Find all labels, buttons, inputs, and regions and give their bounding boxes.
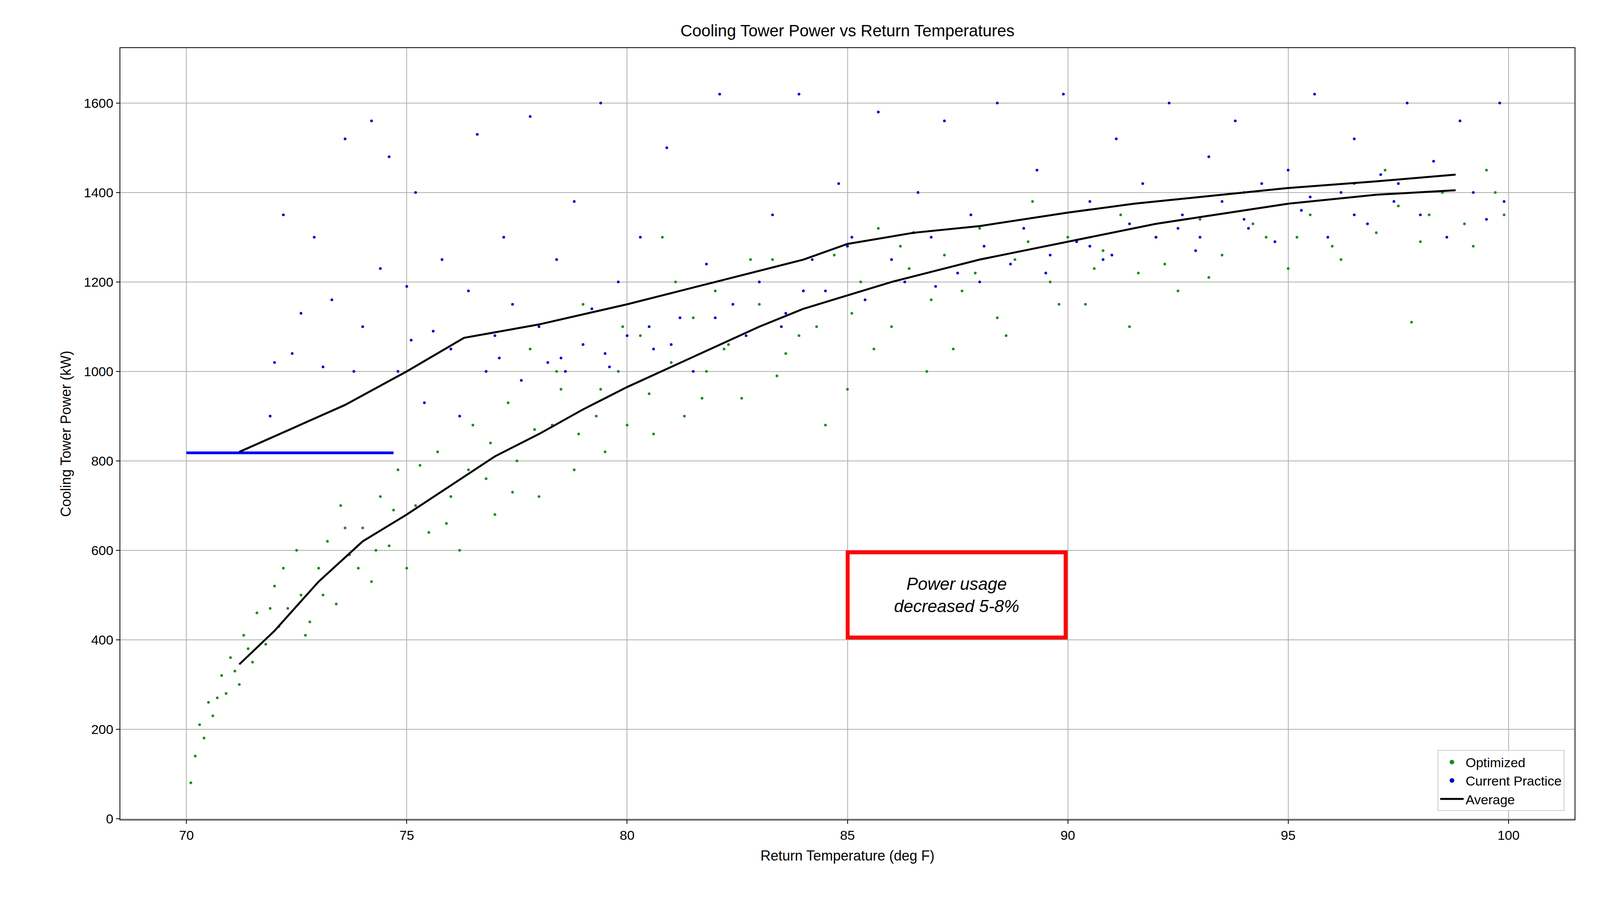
svg-text:1200: 1200 bbox=[83, 274, 114, 290]
svg-text:Average: Average bbox=[1465, 792, 1515, 808]
svg-text:1400: 1400 bbox=[83, 185, 114, 200]
svg-text:Cooling Tower Power vs Return: Cooling Tower Power vs Return Temperatur… bbox=[680, 21, 1015, 40]
svg-text:95: 95 bbox=[1280, 827, 1296, 843]
svg-text:1000: 1000 bbox=[83, 364, 114, 379]
svg-text:85: 85 bbox=[840, 827, 856, 843]
svg-text:75: 75 bbox=[399, 827, 415, 843]
svg-text:Return Temperature (deg F): Return Temperature (deg F) bbox=[760, 847, 935, 864]
svg-text:Optimized: Optimized bbox=[1465, 755, 1526, 770]
svg-text:400: 400 bbox=[91, 632, 114, 648]
svg-text:70: 70 bbox=[178, 827, 194, 843]
svg-text:Power usagedecreased 5-8%: Power usagedecreased 5-8% bbox=[894, 574, 1020, 616]
svg-text:90: 90 bbox=[1060, 827, 1076, 843]
svg-text:600: 600 bbox=[91, 542, 114, 558]
svg-text:100: 100 bbox=[1497, 827, 1520, 843]
svg-text:80: 80 bbox=[619, 827, 635, 843]
svg-text:800: 800 bbox=[91, 453, 114, 469]
svg-text:200: 200 bbox=[91, 721, 114, 737]
svg-text:Cooling Tower Power (kW): Cooling Tower Power (kW) bbox=[57, 350, 74, 517]
svg-text:Current Practice: Current Practice bbox=[1465, 773, 1562, 789]
svg-text:0: 0 bbox=[105, 811, 114, 827]
svg-text:1600: 1600 bbox=[83, 95, 114, 111]
